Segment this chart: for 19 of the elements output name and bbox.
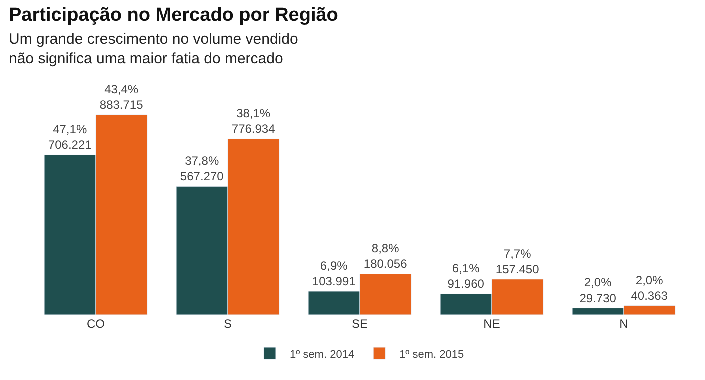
data-label: 47,1% 706.221 xyxy=(48,122,92,152)
legend-label: 1º sem. 2014 xyxy=(290,348,355,361)
data-label: 2,0% 40.363 xyxy=(631,273,668,303)
chart-title: Participação no Mercado por Região xyxy=(9,5,338,26)
x-tick-label: S xyxy=(224,317,232,331)
x-tick-label: N xyxy=(620,317,628,331)
x-tick-label: NE xyxy=(484,317,500,331)
data-label: 2,0% 29.730 xyxy=(580,276,617,306)
legend-label: 1º sem. 2015 xyxy=(400,348,464,361)
data-label: 8,8% 180.056 xyxy=(364,242,408,272)
chart-subtitle: Um grande crescimento no volume vendido não significa uma maior fatia do mercado xyxy=(9,31,298,68)
data-label: 7,7% 157.450 xyxy=(496,246,540,276)
data-label: 43,4% 883.715 xyxy=(100,82,144,112)
x-tick-label: CO xyxy=(87,317,105,331)
x-tick-label: SE xyxy=(352,317,368,331)
data-label: 6,9% 103.991 xyxy=(312,258,356,288)
data-label: 6,1% 91.960 xyxy=(448,262,485,292)
data-label: 37,8% 567.270 xyxy=(180,154,224,184)
data-label: 38,1% 776.934 xyxy=(232,106,276,136)
